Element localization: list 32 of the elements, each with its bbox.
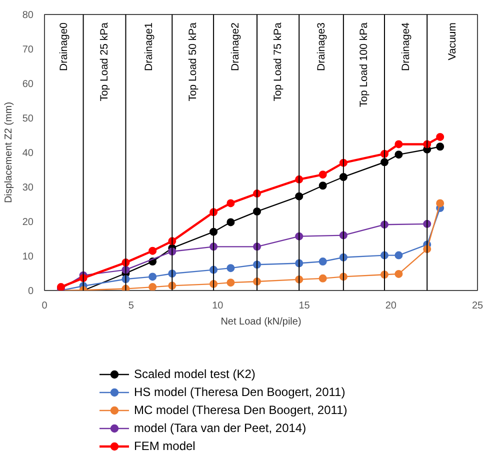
annotation: Top Load 50 kPa [186,22,199,102]
y-tick-label: 20 [22,217,34,228]
legend-label: FEM model [134,438,196,455]
y-tick-label: 30 [22,182,34,194]
y-tick-label: 40 [22,148,34,159]
annotation: Drainage3 [315,22,328,71]
annotation: Top Load 75 kPa [272,22,284,102]
x-tick-label: 10 [212,300,224,312]
annotation: Vacuum [446,22,458,60]
annotation: Drainage4 [400,22,412,71]
x-axis-title: Net Load (kN/pile) [220,316,302,328]
annotation: Top Load 25 kPa [98,22,111,102]
y-tick-label: 80 [22,10,34,21]
x-tick-label: 5 [128,300,134,312]
annotation: Drainage2 [229,22,242,71]
y-tick-label: 0 [28,286,34,297]
y-tick-label: 60 [22,79,34,90]
x-tick-label: 15 [298,300,310,312]
y-tick-label: 70 [22,44,34,56]
legend-label: model (Tara van der Peet, 2014) [134,420,306,437]
x-tick-label: 20 [385,300,397,312]
x-tick-label: 0 [42,300,48,312]
legend-label: HS model (Theresa Den Boogert, 2011) [134,384,346,401]
y-tick-label: 10 [22,252,34,262]
y-axis-title: Displacement Z2 (mm) [3,102,14,204]
annotation: Drainage1 [142,22,155,71]
x-tick-label: 25 [472,300,484,312]
annotation: Drainage0 [58,22,70,71]
legend-label: MC model (Theresa Den Boogert, 2011) [134,402,348,419]
y-tick-label: 50 [22,114,34,124]
annotation: Top Load 100 kPa [358,22,370,108]
legend-label: Scaled model test (K2) [134,366,256,383]
